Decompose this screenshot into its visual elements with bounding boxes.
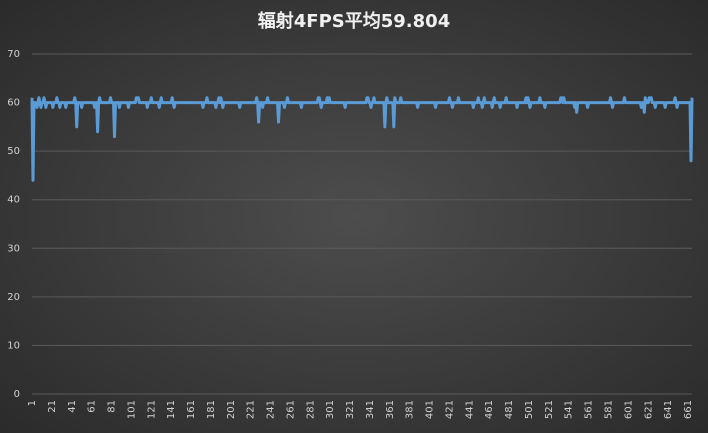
x-tick-label: 381 (405, 400, 416, 419)
x-tick-label: 661 (683, 400, 694, 419)
x-tick-label: 541 (564, 400, 575, 419)
x-tick-label: 521 (544, 400, 555, 419)
y-tick-label: 70 (7, 49, 20, 60)
x-tick-label: 441 (464, 400, 475, 419)
x-tick-label: 401 (425, 400, 436, 419)
y-tick-label: 60 (7, 98, 20, 109)
x-tick-label: 421 (444, 400, 455, 419)
x-tick-label: 321 (345, 400, 356, 419)
x-tick-label: 481 (504, 400, 515, 419)
x-tick-label: 461 (484, 400, 495, 419)
y-tick-label: 20 (7, 292, 20, 303)
x-tick-label: 361 (385, 400, 396, 419)
y-tick-label: 30 (7, 243, 20, 254)
x-tick-label: 341 (365, 400, 376, 419)
y-tick-label: 50 (7, 146, 20, 157)
x-tick-label: 261 (285, 400, 296, 419)
x-tick-label: 21 (47, 400, 58, 413)
y-tick-label: 10 (7, 340, 20, 351)
x-tick-label: 241 (266, 400, 277, 419)
x-tick-label: 121 (146, 400, 157, 419)
x-tick-label: 601 (623, 400, 634, 419)
x-tick-label: 621 (643, 400, 654, 419)
x-tick-label: 281 (305, 400, 316, 419)
x-tick-label: 181 (206, 400, 217, 419)
x-tick-label: 81 (107, 400, 118, 413)
x-tick-label: 641 (663, 400, 674, 419)
x-tick-label: 501 (524, 400, 535, 419)
line-series (30, 96, 694, 182)
x-tick-label: 581 (604, 400, 615, 419)
chart-title: 辐射4FPS平均59.804 (258, 10, 450, 32)
x-tick-label: 101 (126, 400, 137, 419)
y-tick-label: 0 (14, 389, 20, 400)
x-tick-label: 221 (246, 400, 257, 419)
y-tick-label: 40 (7, 195, 20, 206)
x-tick-label: 61 (87, 400, 98, 413)
x-tick-label: 141 (166, 400, 177, 419)
x-tick-label: 561 (584, 400, 595, 419)
x-tick-label: 201 (226, 400, 237, 419)
x-tick-label: 301 (325, 400, 336, 419)
x-tick-label: 41 (67, 400, 78, 413)
x-tick-label: 161 (186, 400, 197, 419)
x-tick-label: 1 (27, 400, 38, 406)
